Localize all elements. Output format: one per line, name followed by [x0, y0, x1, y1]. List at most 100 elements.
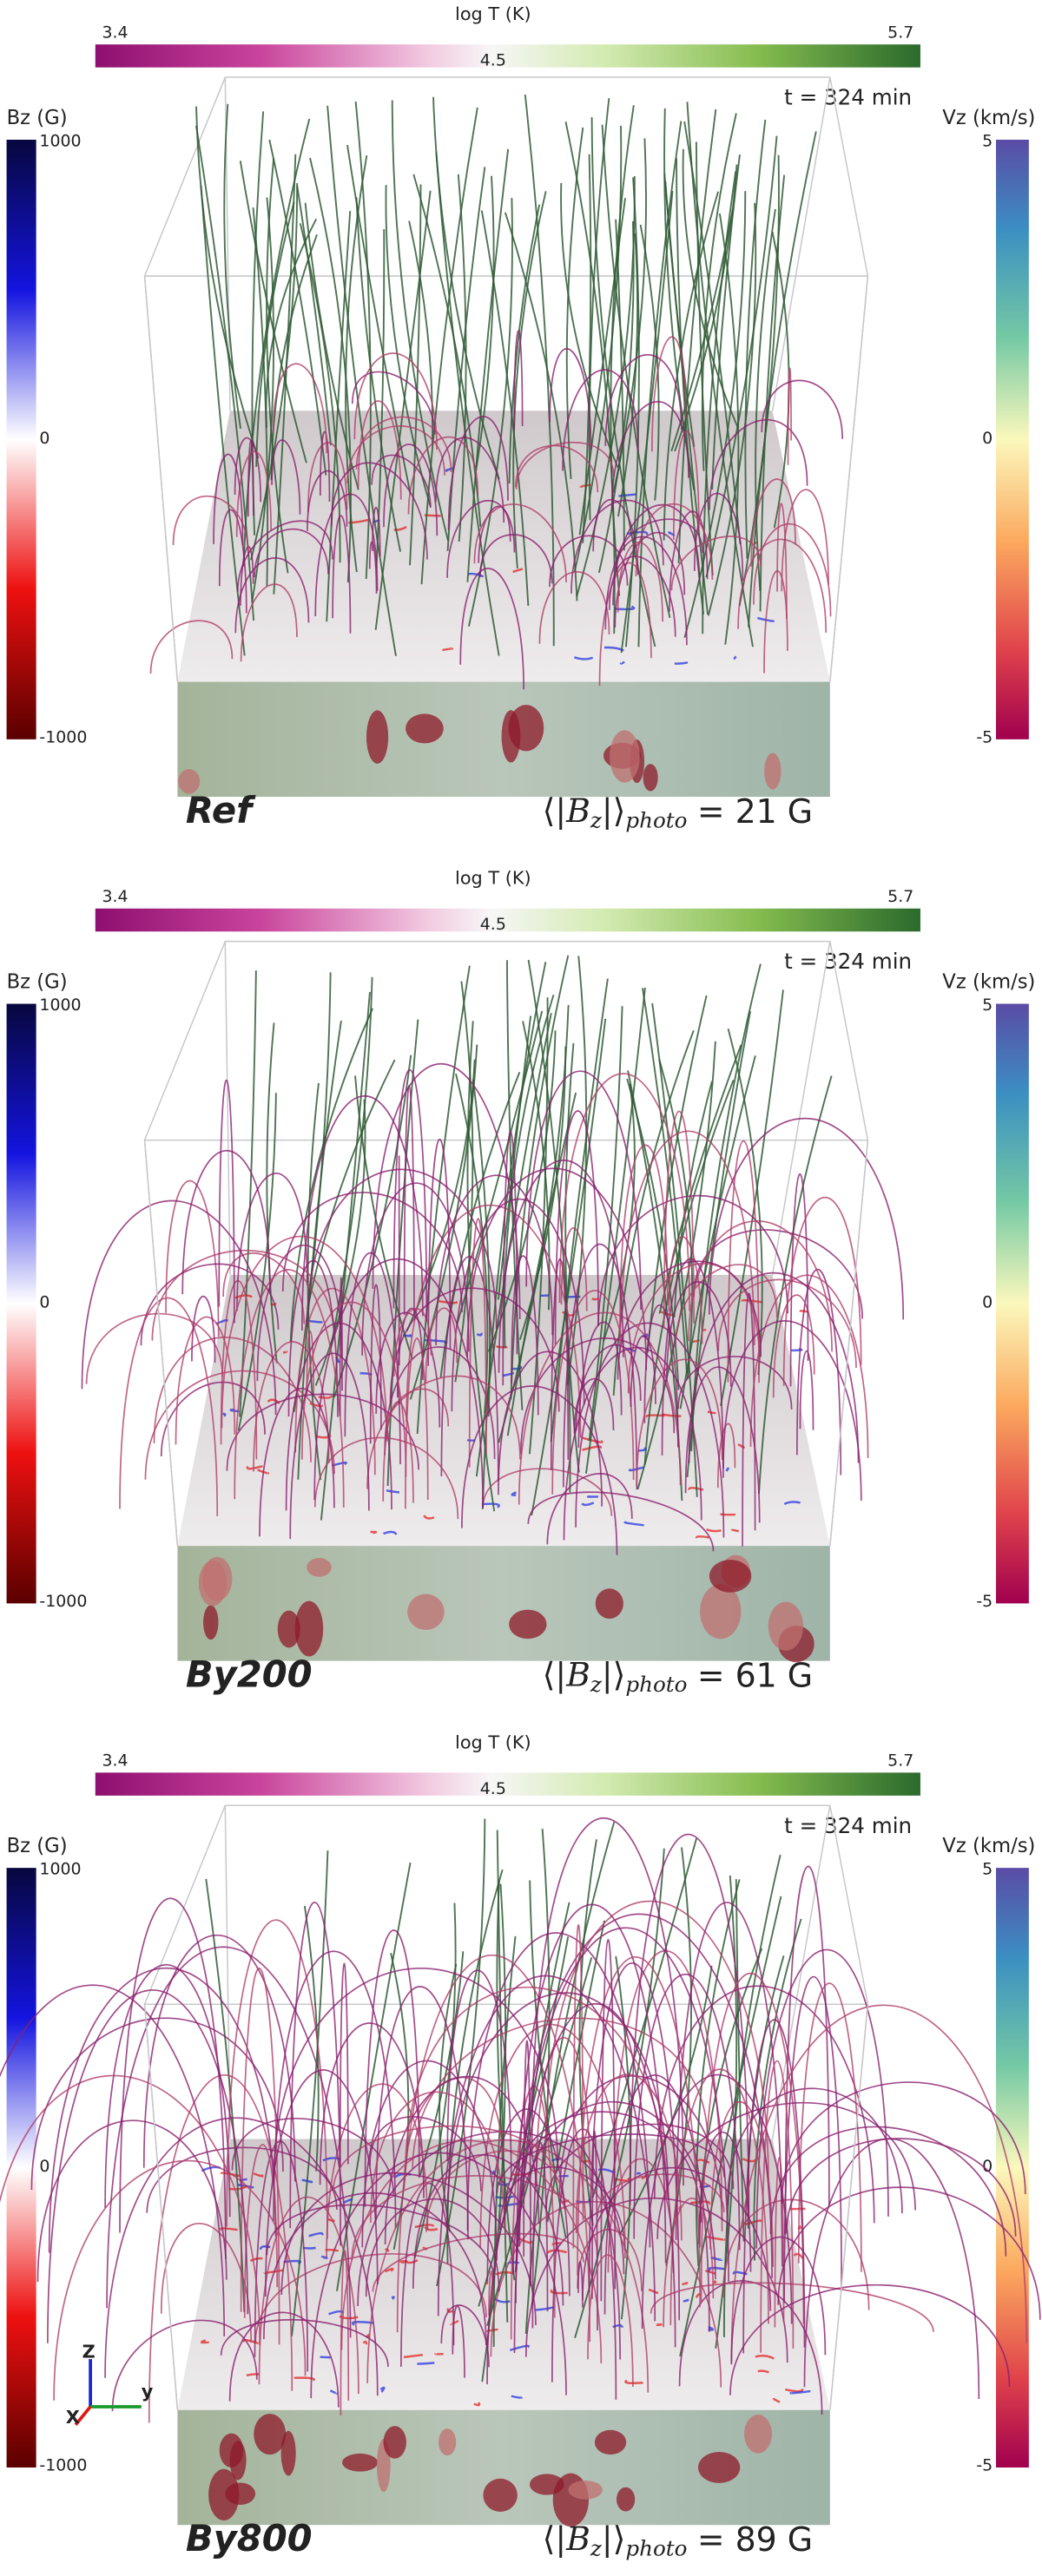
field-loop [782, 1197, 862, 1386]
flux-patch [702, 1328, 707, 1332]
flux-patch [623, 1521, 644, 1527]
flux-patch [683, 2298, 689, 2303]
formula-part: photo [625, 2535, 687, 2560]
flux-patch [591, 1298, 598, 1301]
field-loop [446, 1969, 512, 2182]
flux-patch [730, 1528, 740, 1533]
run-name: By800 [186, 2517, 313, 2560]
flux-patch [696, 1535, 709, 1539]
flux-patch [710, 2256, 723, 2261]
field-loop [592, 498, 639, 575]
field-loop [515, 441, 615, 490]
field-loop [668, 1236, 703, 1344]
field-line [416, 965, 471, 1434]
colorbar [6, 1868, 36, 2468]
field-line [707, 202, 757, 616]
field-loop [340, 2250, 350, 2415]
field-line [420, 107, 478, 585]
slab-blob [294, 1600, 324, 1657]
field-loop [641, 2073, 793, 2330]
field-loop [365, 2198, 500, 2297]
field-line [588, 98, 610, 521]
field-line [508, 204, 541, 484]
flux-patch [253, 2172, 264, 2178]
field-loop [310, 2152, 567, 2399]
field-line [504, 212, 578, 601]
field-line [642, 988, 688, 1374]
field-loop [677, 1356, 793, 1410]
field-loop [796, 1269, 842, 1475]
formula-part: ⟨| [543, 2520, 567, 2558]
field-loop [446, 1992, 669, 2227]
field-line [268, 139, 327, 476]
flux-patch [619, 660, 625, 665]
field-loop [797, 1982, 862, 2272]
slab-blob [568, 2480, 603, 2500]
slab-blob [609, 730, 640, 783]
field-loop [665, 1281, 732, 1387]
field-loop [301, 1301, 407, 1477]
field-line [326, 105, 397, 656]
colorbar-tick-label: 5 [982, 1860, 993, 1879]
field-loop [617, 1260, 762, 1380]
field-loop [191, 1295, 216, 1363]
colorbar-tick-label: 1000 [39, 1860, 81, 1879]
field-loop [437, 1975, 656, 2322]
field-loop [272, 363, 327, 454]
field-line [496, 1830, 509, 2323]
colorbar-title: Vz (km/s) [942, 107, 1035, 129]
field-loop [281, 1192, 463, 1312]
field-loop [684, 1366, 761, 1523]
slab-blob [643, 764, 658, 792]
field-line [612, 1029, 695, 1396]
flux-patch [329, 2389, 338, 2395]
field-line [744, 119, 767, 559]
field-loop [675, 1264, 778, 1348]
field-loop [383, 444, 439, 536]
field-loop [369, 1284, 382, 1444]
slab-blob [595, 1588, 623, 1620]
field-loop [254, 2140, 309, 2372]
field-line [758, 1075, 833, 1495]
field-line [677, 108, 717, 563]
field-loop [550, 1258, 570, 1470]
field-line [432, 96, 500, 480]
flux-patch [257, 1469, 270, 1475]
field-loop [140, 1263, 280, 1346]
formula-part: B [565, 1655, 590, 1693]
colorbar-title: Bz (G) [7, 107, 68, 129]
colorbar-tick-label: -1000 [39, 727, 87, 746]
colorbar-tick-label: 5.7 [887, 23, 913, 42]
field-loop [228, 2311, 340, 2408]
colorbar-title: Bz (G) [7, 970, 68, 993]
field-loop [709, 419, 808, 510]
field-loop [629, 1833, 750, 2218]
slab-blob [594, 2429, 627, 2455]
field-line [576, 175, 636, 597]
field-loop [513, 2002, 676, 2354]
flux-patch [713, 2279, 717, 2284]
field-loop [604, 353, 683, 446]
field-loop [104, 2117, 379, 2396]
field-loop [240, 1968, 280, 2345]
slab-blob [229, 2441, 247, 2481]
field-loop [218, 509, 247, 614]
field-loop [53, 2159, 307, 2401]
field-line [496, 1881, 516, 2281]
slab-blob [764, 752, 782, 790]
field-loop [175, 1316, 236, 1445]
field-loop [604, 536, 688, 646]
field-loop [375, 1986, 469, 2240]
field-loop [319, 430, 331, 503]
colorbar-tick-label: 3.4 [102, 23, 128, 42]
field-loop [435, 1174, 554, 1346]
field-loop [742, 1292, 756, 1547]
colorbar-tick-label: 0 [39, 429, 49, 448]
field-line [603, 1083, 636, 1342]
slab-blob [277, 1610, 300, 1648]
field-line [195, 106, 260, 459]
field-loop [382, 1401, 414, 1503]
field-loop [85, 1312, 224, 1384]
field-loop [149, 620, 234, 674]
